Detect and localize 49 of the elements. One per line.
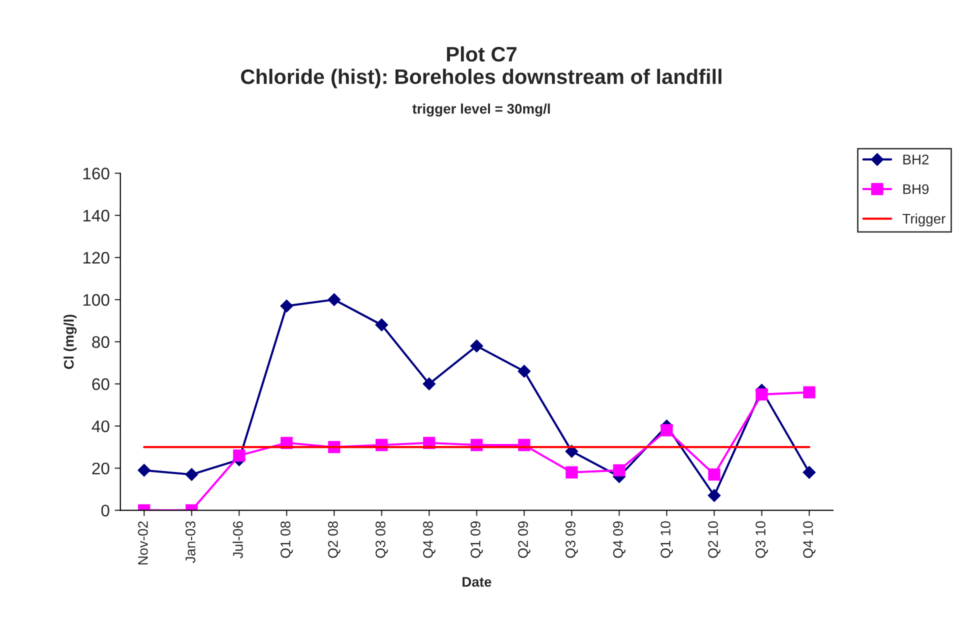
y-tick-label: 80 xyxy=(92,336,110,348)
point xyxy=(185,468,198,481)
y-axis-title: Cl (mg/l) xyxy=(64,314,77,369)
point xyxy=(375,318,388,332)
chart-title: Plot C7 Chloride (hist): Boreholes downstream of landfill xyxy=(241,46,722,88)
legend-label: BH2 xyxy=(903,154,929,164)
x-tick-label: Q1 10 xyxy=(660,521,673,558)
chart-subtitle: trigger level = 30mg/l xyxy=(412,104,550,117)
x-tick-label: Q3 08 xyxy=(376,521,388,558)
x-tick-label: Jul-06 xyxy=(232,521,243,558)
point xyxy=(803,386,816,398)
y-tick-label: 20 xyxy=(92,462,110,474)
point xyxy=(566,466,578,478)
point xyxy=(802,466,816,479)
point xyxy=(613,464,626,476)
x-tick-label: Q1 09 xyxy=(470,521,483,558)
x-axis-title: Date xyxy=(462,577,492,587)
x-tick-label: Q2 09 xyxy=(518,521,530,558)
x-tick-label: Q4 09 xyxy=(613,521,626,558)
y-tick-label: 0 xyxy=(101,504,110,517)
point xyxy=(422,377,436,390)
point xyxy=(233,449,246,462)
y-tick-label: 40 xyxy=(92,420,110,432)
x-tick-label: Nov-02 xyxy=(138,521,148,564)
legend-label: BH9 xyxy=(903,184,929,194)
x-tick-label: Q3 09 xyxy=(566,521,578,558)
point xyxy=(518,364,531,378)
y-tick-label: 160 xyxy=(83,168,110,180)
y-tick-label: 60 xyxy=(92,378,110,390)
y-tick-label: 140 xyxy=(83,210,110,222)
x-tick-label: Q2 08 xyxy=(328,521,340,558)
x-tick-label: Q4 08 xyxy=(423,521,436,558)
x-tick-label: Q1 08 xyxy=(280,521,293,558)
point xyxy=(470,340,484,352)
point xyxy=(138,464,151,477)
x-tick-label: Jan-03 xyxy=(186,521,196,563)
x-tick-label: Q4 10 xyxy=(803,521,816,558)
legend-label: Trigger xyxy=(902,213,946,226)
point xyxy=(660,424,673,436)
x-tick-label: Q3 10 xyxy=(756,521,768,558)
point xyxy=(280,300,294,312)
point xyxy=(708,489,721,502)
x-tick-label: Q2 10 xyxy=(708,521,720,558)
y-tick-label: 120 xyxy=(83,252,110,264)
point xyxy=(708,468,720,481)
point xyxy=(328,293,341,306)
point xyxy=(565,444,578,458)
point xyxy=(756,388,768,401)
y-tick-label: 100 xyxy=(83,294,110,306)
